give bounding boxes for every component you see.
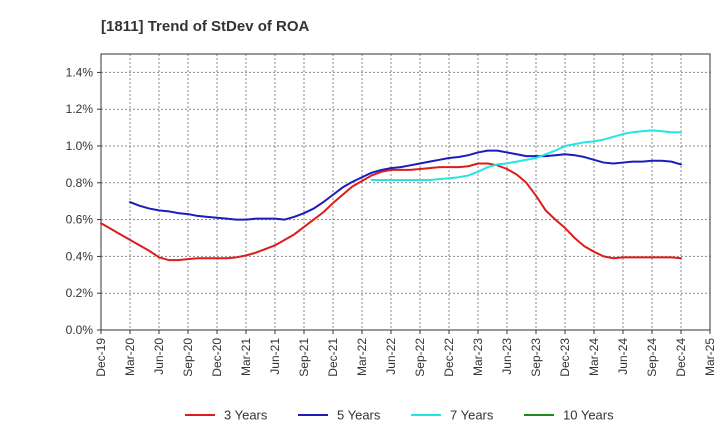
series-line-3-years <box>100 162 682 262</box>
x-tick-label: Jun-23 <box>500 338 514 375</box>
x-tick-label: Sep-24 <box>645 338 659 377</box>
legend-label-3-years: 3 Years <box>224 408 268 423</box>
series-line-7-years <box>370 129 682 182</box>
y-tick-label: 0.0% <box>66 323 94 337</box>
x-tick-label: Mar-25 <box>703 338 717 376</box>
legend-label-5-years: 5 Years <box>337 408 381 423</box>
y-tick-label: 0.8% <box>66 176 94 190</box>
x-axis: Dec-19 Mar-20 Jun-20 Sep-20 Dec-20 Mar-21 Jun-… <box>94 330 717 377</box>
x-tick-label: Sep-21 <box>297 338 311 377</box>
series-layer <box>100 129 682 262</box>
y-tick-label: 0.4% <box>66 249 94 263</box>
x-tick-label: Sep-20 <box>181 338 195 377</box>
plot-area-border <box>100 53 711 331</box>
x-tick-label: Jun-20 <box>152 338 166 375</box>
y-tick-label: 0.2% <box>66 286 94 300</box>
x-tick-label: Mar-23 <box>471 338 485 376</box>
x-tick-label: Mar-20 <box>123 338 137 376</box>
legend-label-7-years: 7 Years <box>450 408 494 423</box>
x-tick-label: Mar-24 <box>587 338 601 376</box>
series-line-5-years <box>129 149 682 221</box>
x-tick-label: Dec-23 <box>558 338 572 377</box>
x-tick-label: Jun-21 <box>268 338 282 375</box>
x-tick-label: Sep-23 <box>529 338 543 377</box>
x-tick-label: Mar-21 <box>239 338 253 376</box>
x-tick-label: Dec-22 <box>442 338 456 377</box>
x-tick-label: Dec-24 <box>674 338 688 377</box>
y-tick-label: 1.2% <box>66 102 94 116</box>
y-axis: 0.0% 0.2% 0.4% 0.6% 0.8% 1.0% 1.2% 1.4% <box>66 65 101 337</box>
x-tick-label: Dec-21 <box>326 338 340 377</box>
legend-label-10-years: 10 Years <box>563 408 614 423</box>
x-tick-label: Dec-19 <box>94 338 108 377</box>
chart-title: [1811] Trend of StDev of ROA <box>101 18 310 35</box>
grid <box>101 54 710 331</box>
x-tick-label: Jun-24 <box>616 338 630 375</box>
y-tick-label: 0.6% <box>66 213 94 227</box>
x-tick-label: Sep-22 <box>413 338 427 377</box>
x-tick-label: Dec-20 <box>210 338 224 377</box>
y-tick-label: 1.0% <box>66 139 94 153</box>
x-tick-label: Mar-22 <box>355 338 369 376</box>
legend: 3 Years 5 Years 7 Years 10 Years <box>185 408 614 423</box>
y-tick-label: 1.4% <box>66 65 94 79</box>
x-tick-label: Jun-22 <box>384 338 398 375</box>
